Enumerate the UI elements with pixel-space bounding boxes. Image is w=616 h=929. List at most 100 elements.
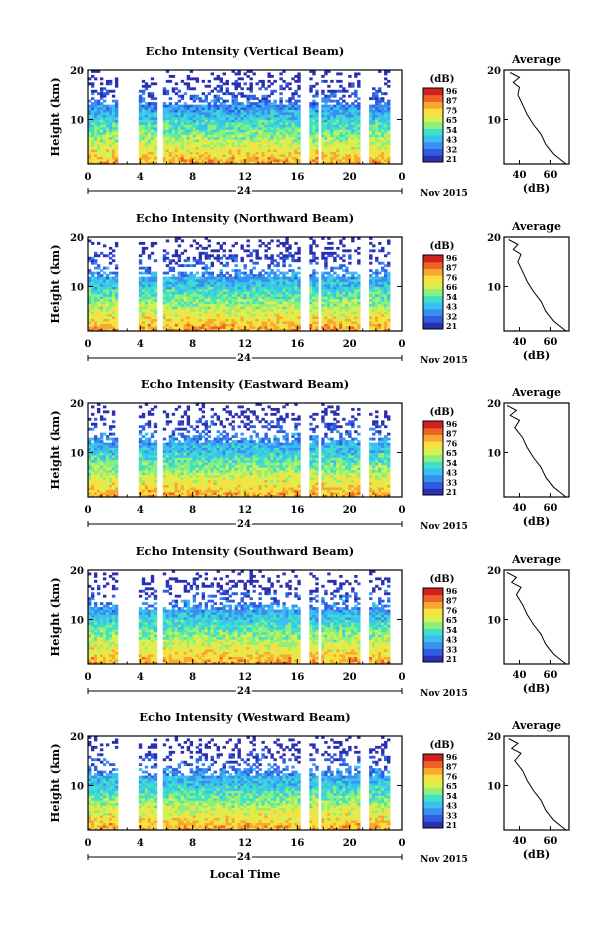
heatmap-cell [342,264,346,268]
heatmap-cell [207,286,212,290]
heatmap-cell [168,266,173,270]
heatmap-cell [162,89,167,93]
heatmap-cell [102,311,107,315]
heatmap-cell [282,276,286,280]
heatmap-cell [357,286,361,290]
heatmap-cell [150,119,155,123]
heatmap-cell [381,318,385,322]
heatmap-cell [99,92,104,96]
heatmap-cell [279,144,283,148]
heatmap-cell [291,259,295,263]
heatmap-cell [378,323,382,327]
heatmap-cell [108,326,113,329]
heatmap-cell [267,139,271,143]
heatmap-cell [357,308,361,312]
heatmap-cell [336,288,340,292]
heatmap-cell [216,119,220,123]
heatmap-cell [207,239,212,243]
heatmap-cell [141,156,146,160]
heatmap-cell [297,129,301,133]
heatmap-cell [147,321,152,324]
heatmap-cell [165,89,170,93]
heatmap-cell [330,117,334,120]
heatmap-cell [165,156,170,160]
heatmap-cell [267,274,271,277]
heatmap-cell [243,139,247,143]
heatmap-cell [381,281,385,285]
heatmap-cell [201,117,206,120]
heatmap-cell [105,254,110,258]
heatmap-cell [225,82,229,86]
heatmap-cell [258,318,262,322]
heatmap-cell [258,271,262,275]
heatmap-cell [336,254,340,258]
heatmap-cell [186,109,191,113]
heatmap-cell [186,134,191,138]
heatmap-cell [90,102,95,106]
heatmap-cell [339,306,343,310]
heatmap-cell [192,301,197,305]
heatmap-cell [213,139,217,143]
heatmap-cell [375,124,379,128]
heatmap-cell [174,121,179,125]
heatmap-cell [162,134,167,138]
heatmap-cell [171,104,176,108]
heatmap-cell [90,271,95,275]
heatmap-cell [201,126,206,130]
heatmap-cell [264,288,268,292]
heatmap-cell [330,129,334,133]
heatmap-cell [351,313,355,317]
heatmap-cell [261,119,265,123]
heatmap-cell [198,126,203,130]
heatmap-cell [252,291,256,295]
heatmap-cell [168,119,173,123]
heatmap-cell [177,117,182,120]
heatmap-cell [225,256,229,260]
heatmap-cell [327,89,331,93]
heatmap-cell [273,117,277,120]
heatmap-cell [150,94,155,98]
heatmap-cell [180,141,185,145]
heatmap-cell [177,104,182,108]
heatmap-cell [153,306,158,310]
heatmap-cell [90,467,95,471]
heatmap-cell [354,129,358,133]
heatmap-cell [369,119,373,123]
heatmap-cell [216,259,220,263]
heatmap-cell [351,296,355,300]
heatmap-cell [372,154,376,157]
heatmap-cell [375,286,379,290]
heatmap-cell [342,244,346,248]
heatmap-cell [375,311,379,315]
heatmap-cell [297,251,301,255]
heatmap-cell [264,126,268,130]
heatmap-cell [345,321,349,324]
heatmap-cell [246,156,250,160]
heatmap-cell [93,112,98,115]
heatmap-cell [240,146,244,150]
heatmap-cell [384,321,388,324]
heatmap-cell [93,313,98,317]
heatmap-cell [285,301,289,305]
heatmap-cell [354,156,358,160]
heatmap-cell [147,313,152,317]
heatmap-cell [216,288,220,292]
heatmap-cell [339,136,343,140]
heatmap-cell [165,288,170,292]
heatmap-cell [90,274,95,277]
x-tick-label: 20 [343,339,357,350]
heatmap-cell [177,293,182,297]
heatmap-cell [210,313,214,317]
heatmap-cell [279,251,283,255]
colorbar-segment [423,141,443,150]
heatmap-cell [312,94,316,98]
heatmap-cell [174,119,179,123]
heatmap-cell [207,129,212,133]
heatmap-cell [255,293,259,297]
heatmap-cell [210,303,214,307]
heatmap-cell [105,119,110,123]
heatmap-cell [246,306,250,310]
x-tick-label: 8 [189,339,196,350]
heatmap-cell [297,99,301,103]
heatmap-cell [285,121,289,125]
